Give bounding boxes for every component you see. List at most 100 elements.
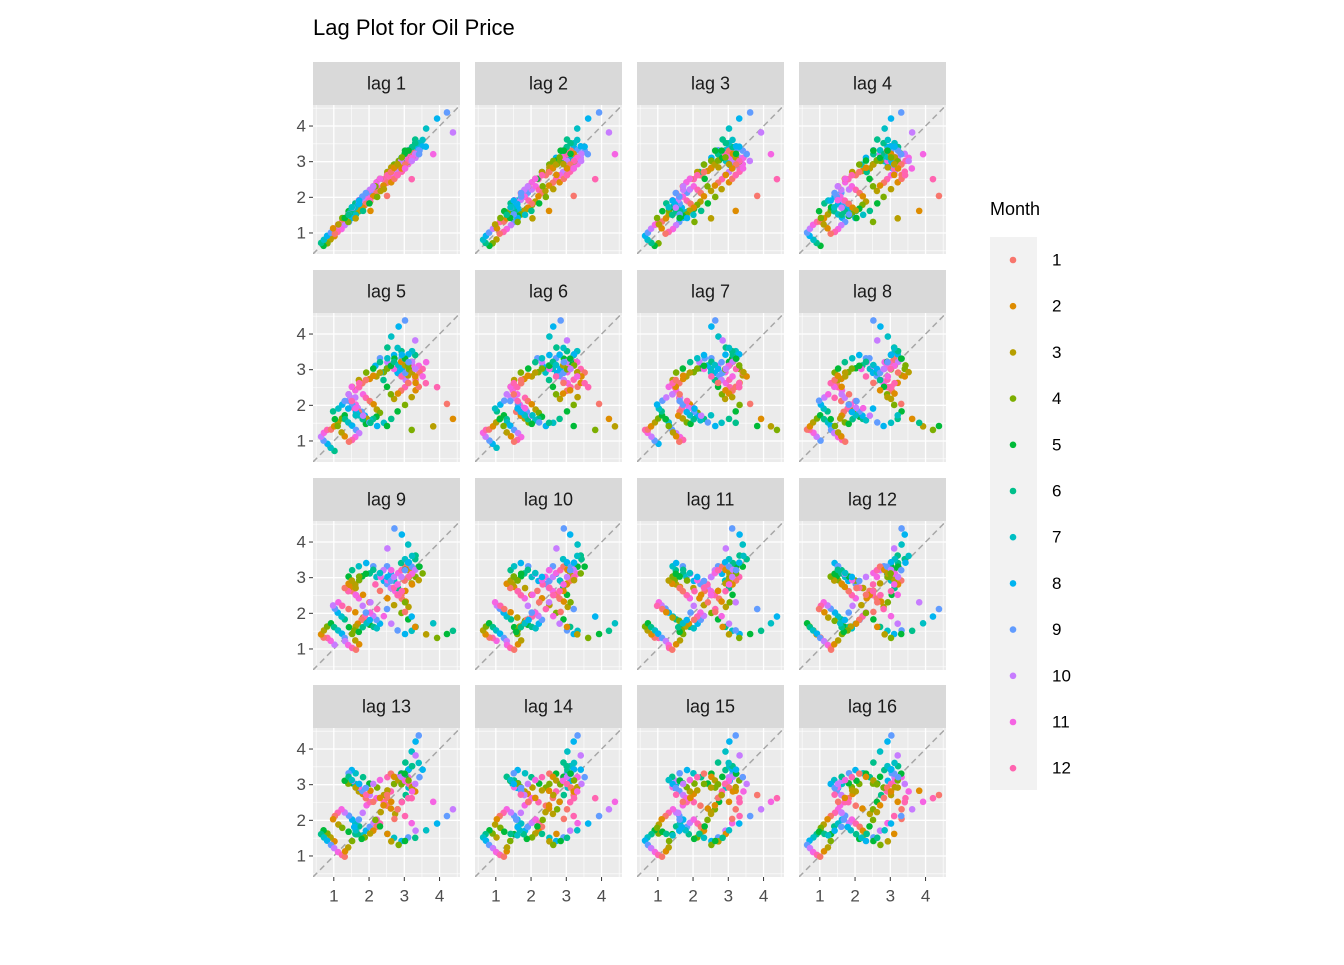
point	[704, 598, 712, 606]
point	[838, 211, 845, 219]
legend-key	[1009, 487, 1017, 495]
point	[500, 828, 508, 836]
point	[500, 853, 508, 860]
point	[373, 605, 381, 613]
point	[529, 412, 536, 419]
point	[683, 408, 691, 416]
point	[429, 798, 437, 806]
legend-key	[1009, 626, 1017, 633]
legend-key	[1009, 533, 1017, 541]
point	[876, 182, 884, 189]
point	[891, 783, 899, 791]
point	[691, 405, 698, 412]
point	[345, 438, 353, 445]
point	[743, 780, 750, 788]
point	[853, 214, 860, 222]
point	[345, 605, 352, 613]
point	[767, 798, 775, 806]
point	[493, 815, 501, 823]
point	[880, 422, 887, 430]
y-tick-label: 3	[297, 360, 306, 379]
point	[834, 429, 842, 436]
point	[394, 581, 401, 588]
point	[862, 373, 870, 380]
point	[897, 355, 905, 362]
point	[831, 791, 838, 798]
point	[732, 419, 740, 427]
legend-key	[1009, 302, 1017, 310]
point	[376, 794, 384, 802]
point	[740, 368, 747, 376]
point	[549, 612, 557, 620]
point	[736, 812, 743, 820]
point	[500, 422, 507, 430]
point	[549, 383, 557, 391]
point	[901, 780, 909, 788]
point	[735, 379, 743, 387]
point	[355, 197, 363, 204]
point	[559, 390, 567, 397]
point	[500, 397, 508, 404]
y-tick-label: 1	[297, 223, 306, 242]
point	[891, 379, 898, 387]
point	[672, 784, 680, 792]
point	[757, 805, 765, 813]
point	[890, 830, 898, 838]
point	[538, 773, 546, 781]
x-tick-label: 2	[688, 886, 697, 905]
point	[890, 160, 898, 168]
point	[831, 617, 838, 625]
point	[408, 613, 416, 620]
point	[887, 612, 895, 620]
point	[869, 405, 877, 412]
point	[722, 587, 729, 595]
x-tick-label: 4	[921, 886, 930, 905]
point	[570, 777, 578, 784]
point	[577, 766, 585, 774]
point	[398, 154, 406, 161]
point	[700, 834, 708, 842]
point	[510, 438, 518, 445]
point	[560, 525, 568, 532]
point	[862, 157, 870, 164]
point	[384, 595, 391, 602]
point	[653, 214, 661, 222]
point	[373, 193, 381, 201]
point	[919, 150, 927, 158]
point	[658, 815, 665, 823]
point	[672, 369, 680, 376]
point	[362, 376, 370, 384]
point	[740, 788, 747, 795]
point	[419, 373, 426, 380]
legend-key	[1009, 672, 1017, 680]
point	[915, 598, 923, 606]
point	[852, 830, 860, 838]
point	[517, 637, 525, 644]
point	[348, 776, 356, 784]
point	[746, 630, 754, 638]
point	[415, 576, 423, 584]
point	[514, 397, 521, 405]
point	[831, 609, 839, 616]
point	[348, 204, 356, 211]
point	[683, 616, 691, 624]
point	[491, 221, 499, 228]
point	[693, 365, 701, 372]
point	[345, 211, 352, 219]
point	[560, 815, 568, 823]
point	[563, 171, 571, 179]
point	[395, 841, 402, 849]
point	[384, 545, 391, 552]
point	[384, 830, 391, 838]
point	[401, 770, 408, 777]
y-tick-label: 1	[297, 846, 306, 865]
point	[693, 573, 701, 581]
strip-label: lag 3	[691, 73, 730, 93]
point	[549, 185, 557, 193]
point	[935, 791, 943, 799]
point	[539, 816, 546, 824]
point	[552, 373, 560, 380]
point	[528, 420, 536, 428]
point	[552, 390, 560, 398]
point	[719, 337, 726, 344]
